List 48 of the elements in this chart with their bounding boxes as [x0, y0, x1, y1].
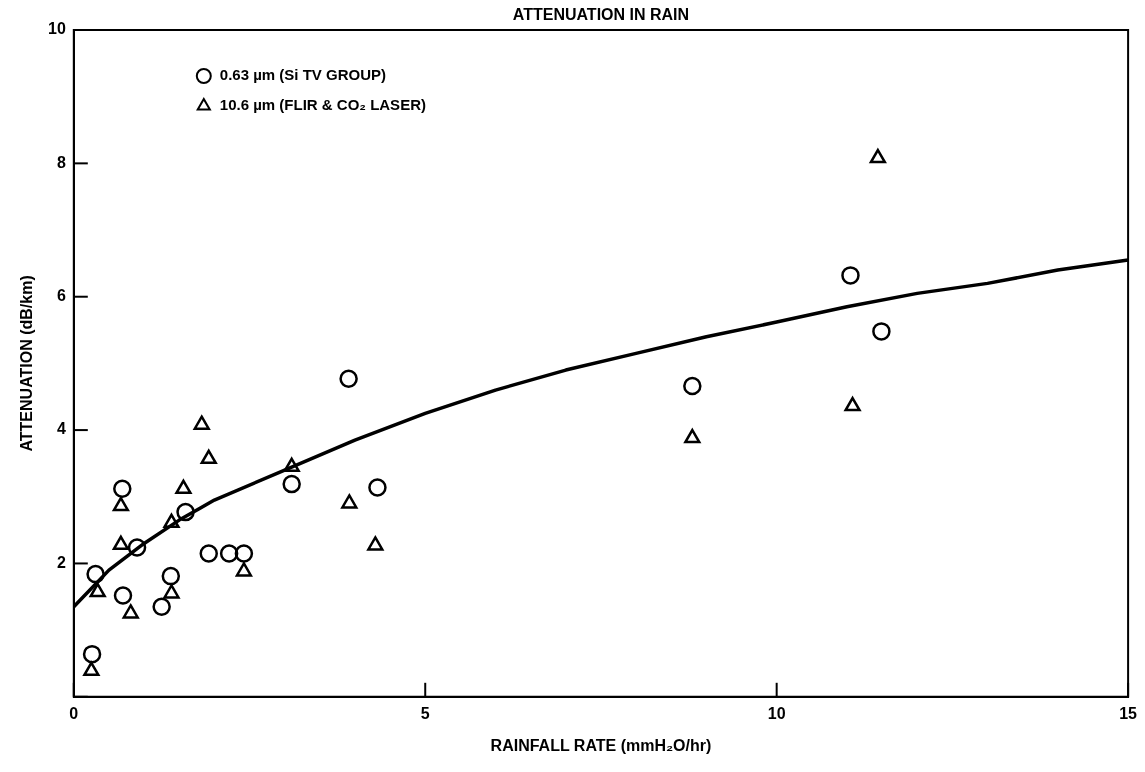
legend-label: 10.6 µm (FLIR & CO₂ LASER) [219, 96, 426, 114]
point [368, 478, 387, 497]
point [83, 661, 100, 677]
x-axis-title: RAINFALL RATE (mmH₂O/hr) [490, 737, 712, 755]
y-tick-label: 6 [56, 287, 66, 305]
legend-label: 0.63 µm (Si TV GROUP) [219, 66, 386, 84]
point [234, 544, 254, 563]
point [113, 479, 132, 499]
y-tick-label: 8 [56, 153, 66, 171]
point [112, 535, 130, 551]
point [219, 544, 239, 563]
point [841, 266, 860, 285]
point [869, 148, 887, 164]
point [367, 536, 384, 551]
point [235, 562, 253, 577]
point [161, 566, 181, 586]
point [82, 644, 102, 664]
point [684, 428, 701, 444]
x-tick-label: 5 [420, 704, 430, 722]
point [872, 322, 891, 341]
point [683, 376, 702, 396]
chart-title: ATTENUATION IN RAIN [512, 6, 690, 24]
y-axis-title: ATTENUATION (dB/km) [18, 275, 36, 452]
point [89, 582, 106, 598]
point [282, 474, 301, 494]
point [163, 584, 180, 599]
point [341, 494, 358, 509]
point [86, 564, 105, 584]
point [127, 538, 147, 557]
point [199, 544, 218, 563]
point [193, 415, 210, 430]
point [844, 396, 861, 412]
point [283, 457, 300, 472]
point [113, 586, 133, 605]
point [152, 597, 171, 617]
x-tick-label: 10 [767, 704, 786, 722]
y-tick-label: 10 [48, 20, 66, 38]
point [112, 496, 130, 512]
y-tick-label: 2 [56, 553, 66, 571]
y-tick-label: 4 [56, 420, 66, 438]
point [175, 479, 192, 495]
point [163, 513, 180, 529]
x-tick-label: 15 [1119, 704, 1138, 722]
x-tick-label: 0 [69, 704, 79, 722]
point [122, 604, 139, 619]
point [176, 502, 195, 522]
point [339, 369, 358, 388]
point [200, 449, 217, 464]
